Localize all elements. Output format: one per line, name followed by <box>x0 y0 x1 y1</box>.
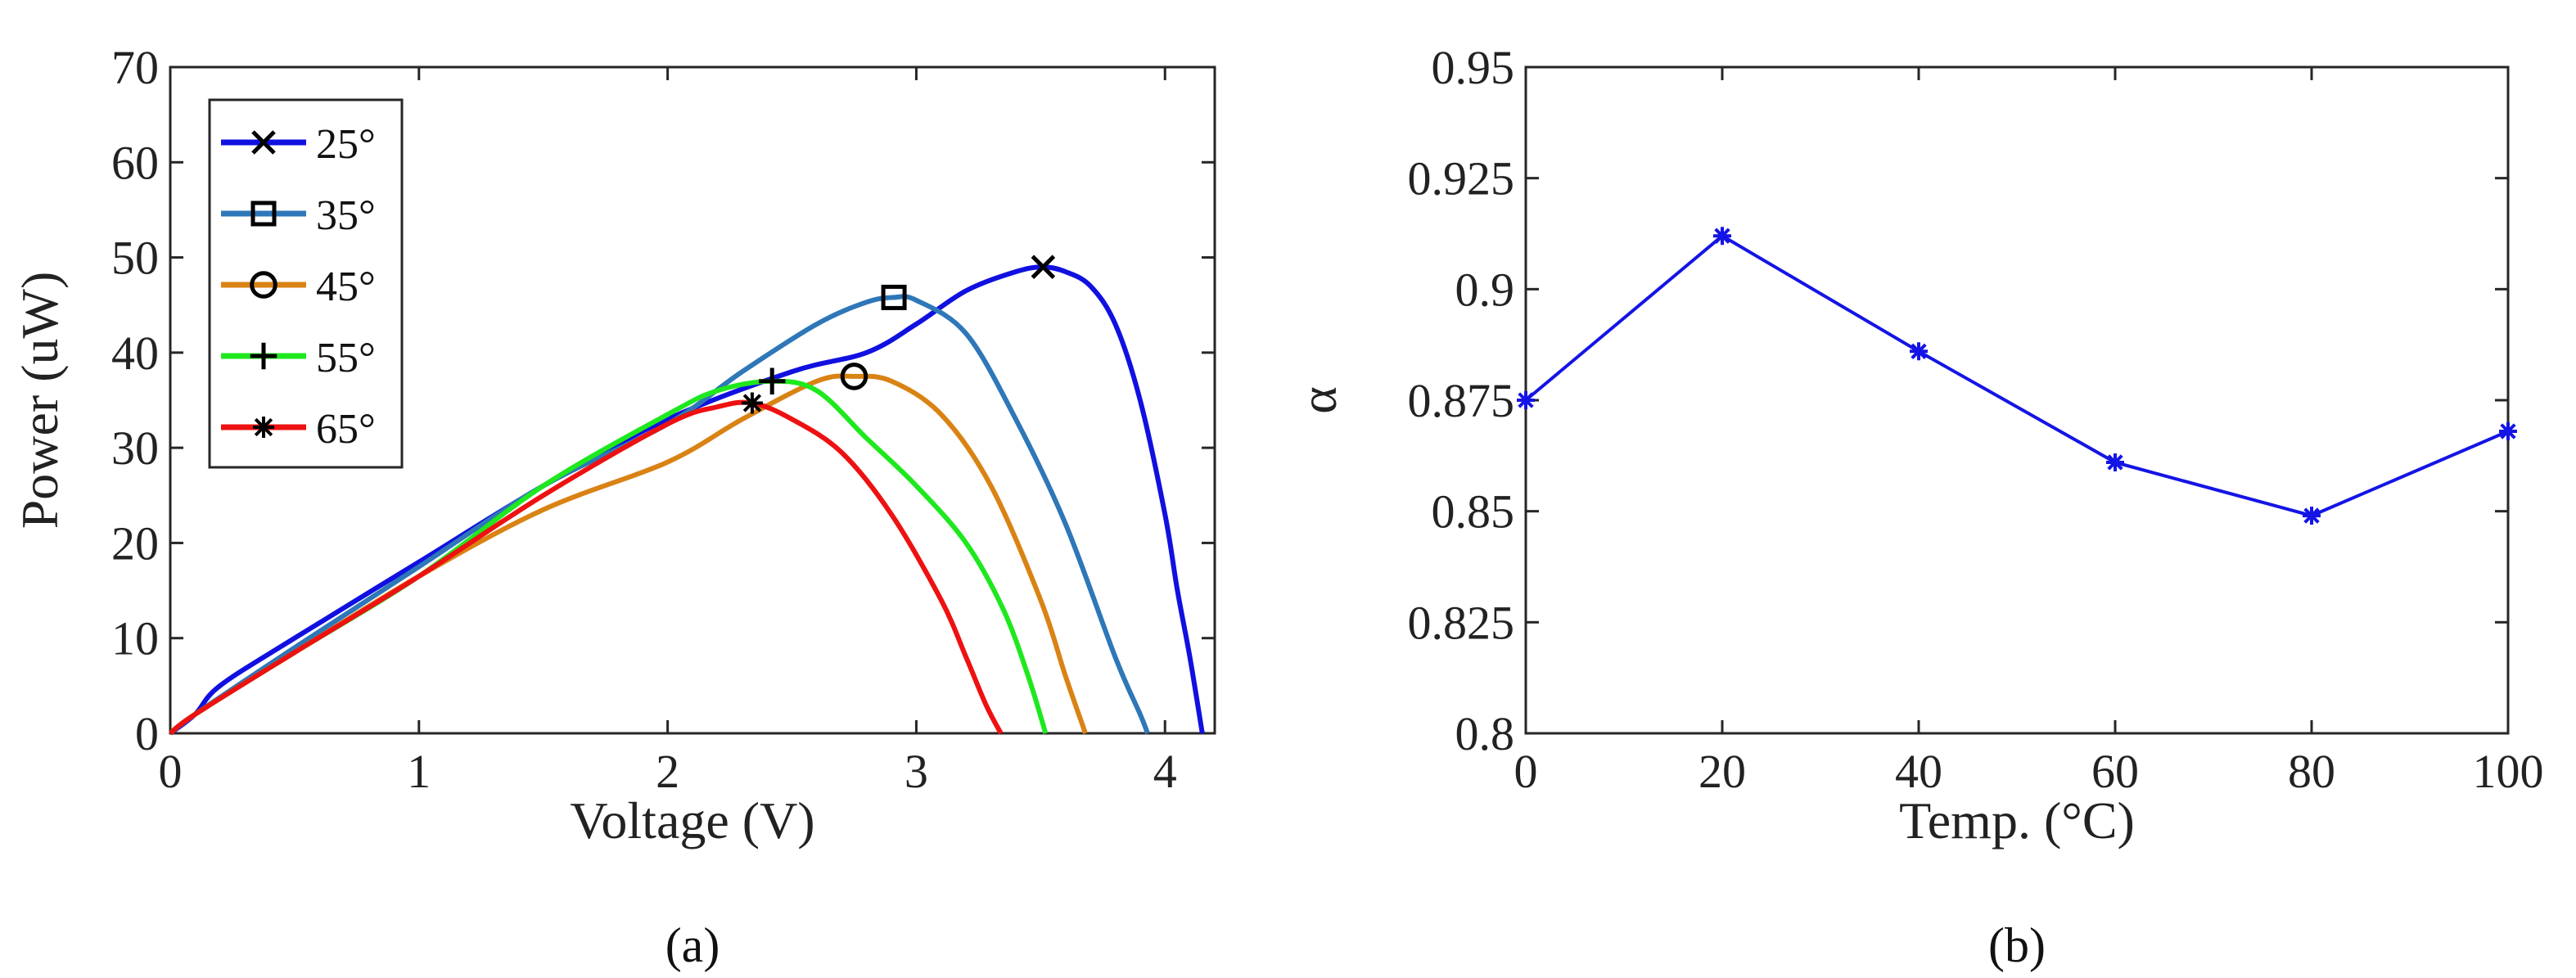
y-tick-label: 0.875 <box>1408 374 1515 427</box>
chart-caption: (a) <box>665 918 720 972</box>
alpha-point-0 <box>1517 391 1535 409</box>
alpha-point-2 <box>1910 342 1928 361</box>
y-tick-label: 0.925 <box>1408 152 1515 205</box>
mpp-marker-1 <box>881 284 907 310</box>
x-tick-label: 100 <box>2473 745 2544 798</box>
mpp-marker-0 <box>1031 255 1056 279</box>
y-tick-label: 50 <box>111 232 159 285</box>
chart-caption: (b) <box>1988 918 2046 972</box>
alpha-line <box>1524 233 2509 518</box>
x-axis-label: Temp. (°C) <box>1899 791 2135 850</box>
alpha-point-5 <box>2499 421 2517 440</box>
legend-marker-1 <box>250 201 277 227</box>
legend-marker-3 <box>250 342 277 370</box>
y-tick-label: 70 <box>111 41 159 94</box>
y-tick-label: 0.8 <box>1455 707 1515 760</box>
legend-label-0: 25° <box>316 121 376 168</box>
legend-label-1: 35° <box>316 192 376 239</box>
alpha-point-4 <box>2303 507 2321 525</box>
y-axis-label: α <box>1289 386 1347 414</box>
plot-frame <box>169 65 1216 735</box>
x-tick-label: 0 <box>159 745 183 798</box>
x-tick-label: 60 <box>2091 745 2139 798</box>
legend-marker-4 <box>253 417 274 438</box>
legend-label-3: 55° <box>316 335 376 381</box>
legend-marker-2 <box>250 271 277 299</box>
chart-b: 0 20 40 60 80 100 0.8 0.825 0.85 0.875 0.9 0.925 0.9… <box>1289 41 2544 972</box>
x-axis-label: Voltage (V) <box>570 791 814 850</box>
x-tick-label: 4 <box>1153 745 1177 798</box>
x-tick-label: 2 <box>656 745 679 798</box>
x-tick-label: 3 <box>905 745 928 798</box>
legend-label-4: 65° <box>316 406 376 453</box>
y-tick-label: 40 <box>111 327 159 380</box>
series-line-4 <box>169 399 1004 736</box>
y-tick-label: 0.95 <box>1432 41 1515 94</box>
mpp-marker-2 <box>840 363 868 390</box>
y-tick-label: 30 <box>111 421 159 475</box>
series-line-1 <box>169 294 1150 736</box>
x-tick-label: 0 <box>1514 745 1538 798</box>
alpha-point-1 <box>1713 227 1731 246</box>
legend-marker-0 <box>251 130 276 155</box>
y-tick-label: 0.85 <box>1432 485 1515 539</box>
y-tick-label: 10 <box>111 612 159 665</box>
alpha-point-3 <box>2106 453 2124 471</box>
x-tick-label: 80 <box>2288 745 2335 798</box>
y-tick-label: 0.825 <box>1408 596 1515 649</box>
mpp-marker-3 <box>758 367 786 394</box>
y-tick-label: 60 <box>111 136 159 189</box>
x-tick-label: 20 <box>1699 745 1746 798</box>
mpp-marker-4 <box>741 392 763 414</box>
y-tick-label: 20 <box>111 516 159 570</box>
series-line-0 <box>169 264 1205 736</box>
y-tick-label: 0.9 <box>1455 263 1515 316</box>
x-tick-label: 1 <box>407 745 431 798</box>
legend-label-2: 45° <box>316 264 376 310</box>
x-tick-label: 40 <box>1895 745 1942 798</box>
y-tick-label: 0 <box>135 707 159 760</box>
plot-frame <box>1524 65 2510 735</box>
y-axis-label: Power (uW) <box>11 272 69 530</box>
